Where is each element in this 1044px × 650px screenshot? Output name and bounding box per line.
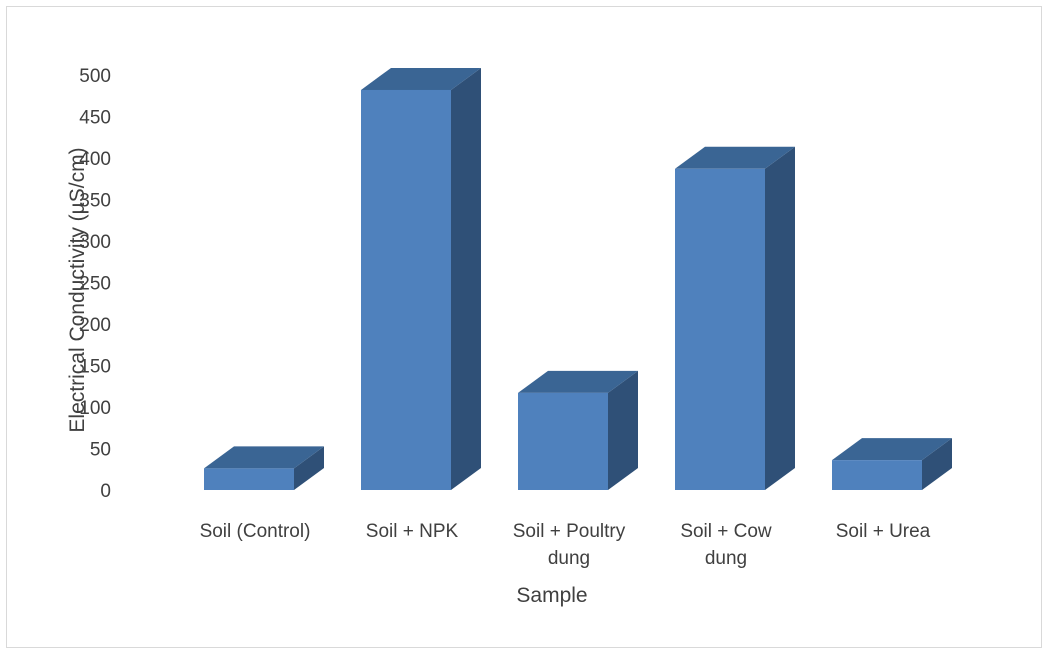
bar-front-face	[361, 89, 451, 490]
bar-top-face	[204, 446, 324, 469]
bar-front-face	[832, 460, 922, 490]
bar	[675, 146, 795, 491]
x-tick-label: Soil + Poultry	[513, 521, 626, 542]
bar-side-face	[608, 370, 638, 490]
y-tick-label: 450	[79, 108, 111, 129]
bar	[832, 438, 952, 490]
y-tick-label: 150	[79, 357, 111, 378]
y-tick-label: 100	[79, 398, 111, 419]
x-tick-label: Soil + NPK	[366, 521, 459, 542]
bar-top-face	[832, 438, 952, 461]
y-tick-label: 500	[79, 66, 111, 87]
x-tick-label: Soil + Cow	[680, 521, 772, 542]
bar-front-face	[518, 392, 608, 490]
bar-side-face	[294, 446, 324, 490]
bar-top-face	[675, 146, 795, 169]
x-axis-category-labels: Soil (Control) Soil + NPK Soil + Poultry du…	[200, 521, 931, 569]
y-axis-title: Electrical Conductivity (µS/cm)	[66, 147, 89, 432]
bar-side-face	[765, 146, 795, 491]
y-tick-label: 0	[100, 481, 111, 502]
bar-side-face	[922, 438, 952, 490]
x-tick-label: dung	[705, 548, 747, 569]
y-tick-label: 400	[79, 149, 111, 170]
chart-frame	[6, 6, 1042, 648]
bar-front-face	[675, 168, 765, 491]
y-tick-label: 200	[79, 315, 111, 336]
bar-top-face	[518, 370, 638, 393]
bar-top-face	[361, 67, 481, 90]
x-axis-title: Sample	[516, 584, 587, 607]
y-tick-label: 350	[79, 191, 111, 212]
bars	[204, 67, 952, 491]
x-tick-label: dung	[548, 548, 590, 569]
y-axis-ticks: 0 50 100 150 200 250 300 350 400 450 500	[79, 66, 111, 502]
x-tick-label: Soil + Urea	[836, 521, 931, 542]
bar-front-face	[204, 468, 294, 490]
bar	[361, 67, 481, 490]
y-tick-label: 300	[79, 232, 111, 253]
y-tick-label: 50	[90, 440, 111, 461]
bar	[204, 446, 324, 490]
y-tick-label: 250	[79, 274, 111, 295]
x-tick-label: Soil (Control)	[200, 521, 311, 542]
bar	[518, 370, 638, 490]
bar-side-face	[451, 67, 481, 490]
